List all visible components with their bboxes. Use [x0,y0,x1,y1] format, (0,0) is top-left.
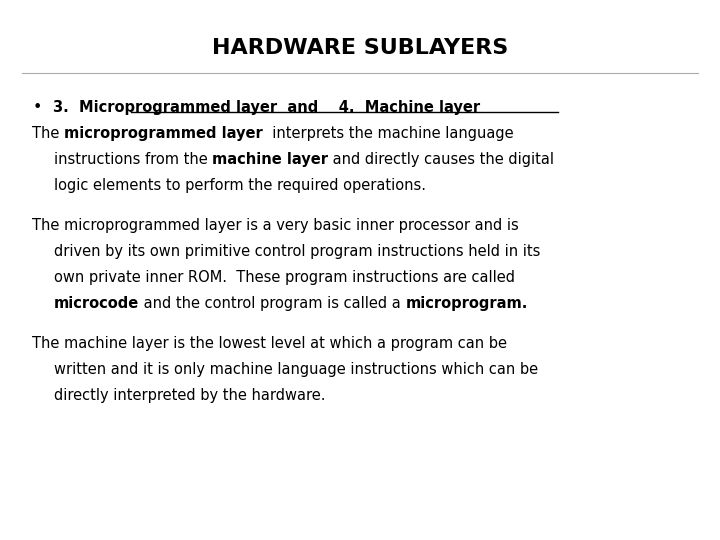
Text: microprogrammed layer: microprogrammed layer [64,126,263,141]
Text: and the control program is called a: and the control program is called a [139,296,405,311]
Text: logic elements to perform the required operations.: logic elements to perform the required o… [54,178,426,193]
Text: machine layer: machine layer [212,152,328,167]
Text: driven by its own primitive control program instructions held in its: driven by its own primitive control prog… [54,244,541,259]
Text: own private inner ROM.  These program instructions are called: own private inner ROM. These program ins… [54,270,515,285]
Text: 3.  Microprogrammed layer  and    4.  Machine layer: 3. Microprogrammed layer and 4. Machine … [53,100,480,115]
Text: HARDWARE SUBLAYERS: HARDWARE SUBLAYERS [212,38,508,58]
Text: written and it is only machine language instructions which can be: written and it is only machine language … [54,362,538,377]
Text: •: • [32,100,42,115]
Text: instructions from the: instructions from the [54,152,212,167]
Text: directly interpreted by the hardware.: directly interpreted by the hardware. [54,388,325,403]
Text: The: The [32,126,64,141]
Text: The machine layer is the lowest level at which a program can be: The machine layer is the lowest level at… [32,336,508,352]
Text: The microprogrammed layer is a very basic inner processor and is: The microprogrammed layer is a very basi… [32,218,519,233]
Text: interprets the machine language: interprets the machine language [263,126,514,141]
Text: and directly causes the digital: and directly causes the digital [328,152,554,167]
Text: microprogram.: microprogram. [405,296,528,311]
Text: microcode: microcode [54,296,139,311]
